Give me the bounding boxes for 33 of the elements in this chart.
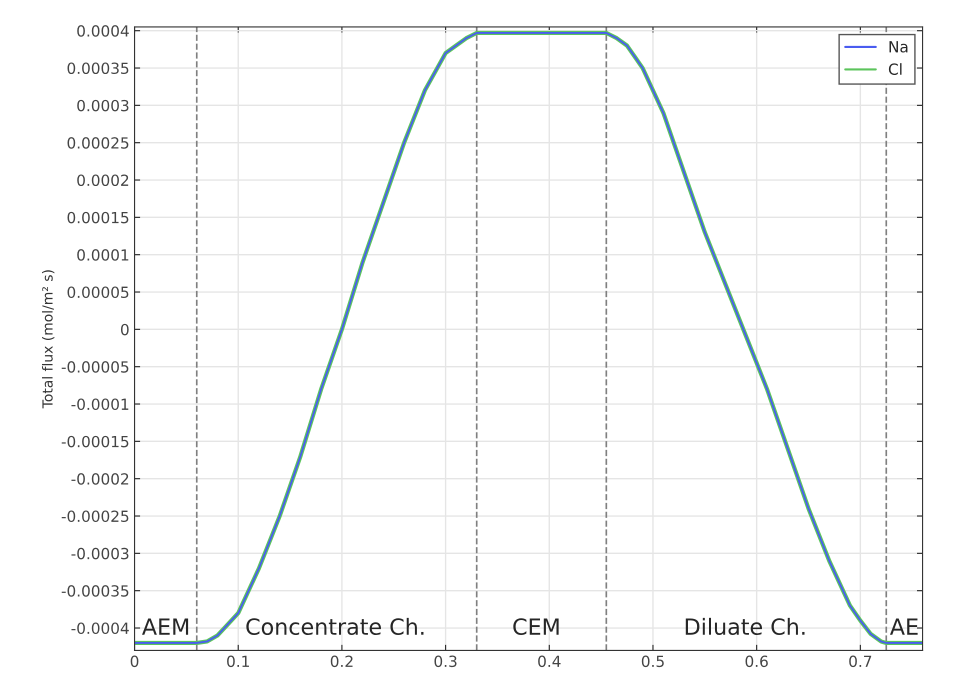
y-axis-title: Total flux (mol/m² s)	[42, 270, 54, 408]
y-tick-label: -0.0001	[71, 398, 128, 410]
y-tick-label: -0.00035	[62, 585, 128, 597]
x-tick-label: 0.6	[746, 656, 768, 668]
x-tick-label: 0.1	[227, 656, 249, 668]
x-tick-label: 0.5	[642, 656, 664, 668]
y-tick-label: 0.00015	[68, 212, 128, 224]
annotation: AEM	[142, 618, 188, 635]
annotation: CEM	[513, 618, 559, 636]
x-tick-label: 0.2	[330, 656, 353, 668]
y-tick-label: 0.0001	[77, 249, 128, 261]
y-tick-label: 0.00025	[68, 137, 128, 149]
y-tick-label: 0.0004	[77, 25, 129, 37]
x-tick-label: 0.7	[849, 656, 872, 668]
y-tick-label: -0.0004	[71, 622, 129, 634]
x-tick-label: 0.4	[538, 656, 561, 668]
y-tick-label: -0.00015	[62, 436, 128, 448]
y-tick-label: -0.00005	[62, 361, 128, 373]
x-tick-label: 0	[130, 656, 138, 668]
y-tick-label: 0.0003	[77, 100, 128, 112]
annotation: AE	[890, 618, 918, 635]
legend-label: Cl	[888, 63, 902, 75]
annotation: Concentrate Ch.	[246, 618, 424, 636]
y-tick-label: -0.0003	[71, 548, 128, 560]
y-tick-label: 0	[120, 324, 129, 336]
y-tick-label: -0.0002	[71, 473, 128, 485]
y-tick-label: 0.0002	[77, 174, 128, 186]
annotation: Diluate Ch.	[686, 618, 804, 636]
y-tick-label: -0.00025	[62, 510, 128, 522]
y-tick-label: 0.00005	[68, 286, 128, 298]
x-tick-label: 0.3	[434, 656, 457, 668]
y-tick-label: 0.00035	[68, 62, 128, 74]
legend-label: Na	[890, 41, 908, 53]
